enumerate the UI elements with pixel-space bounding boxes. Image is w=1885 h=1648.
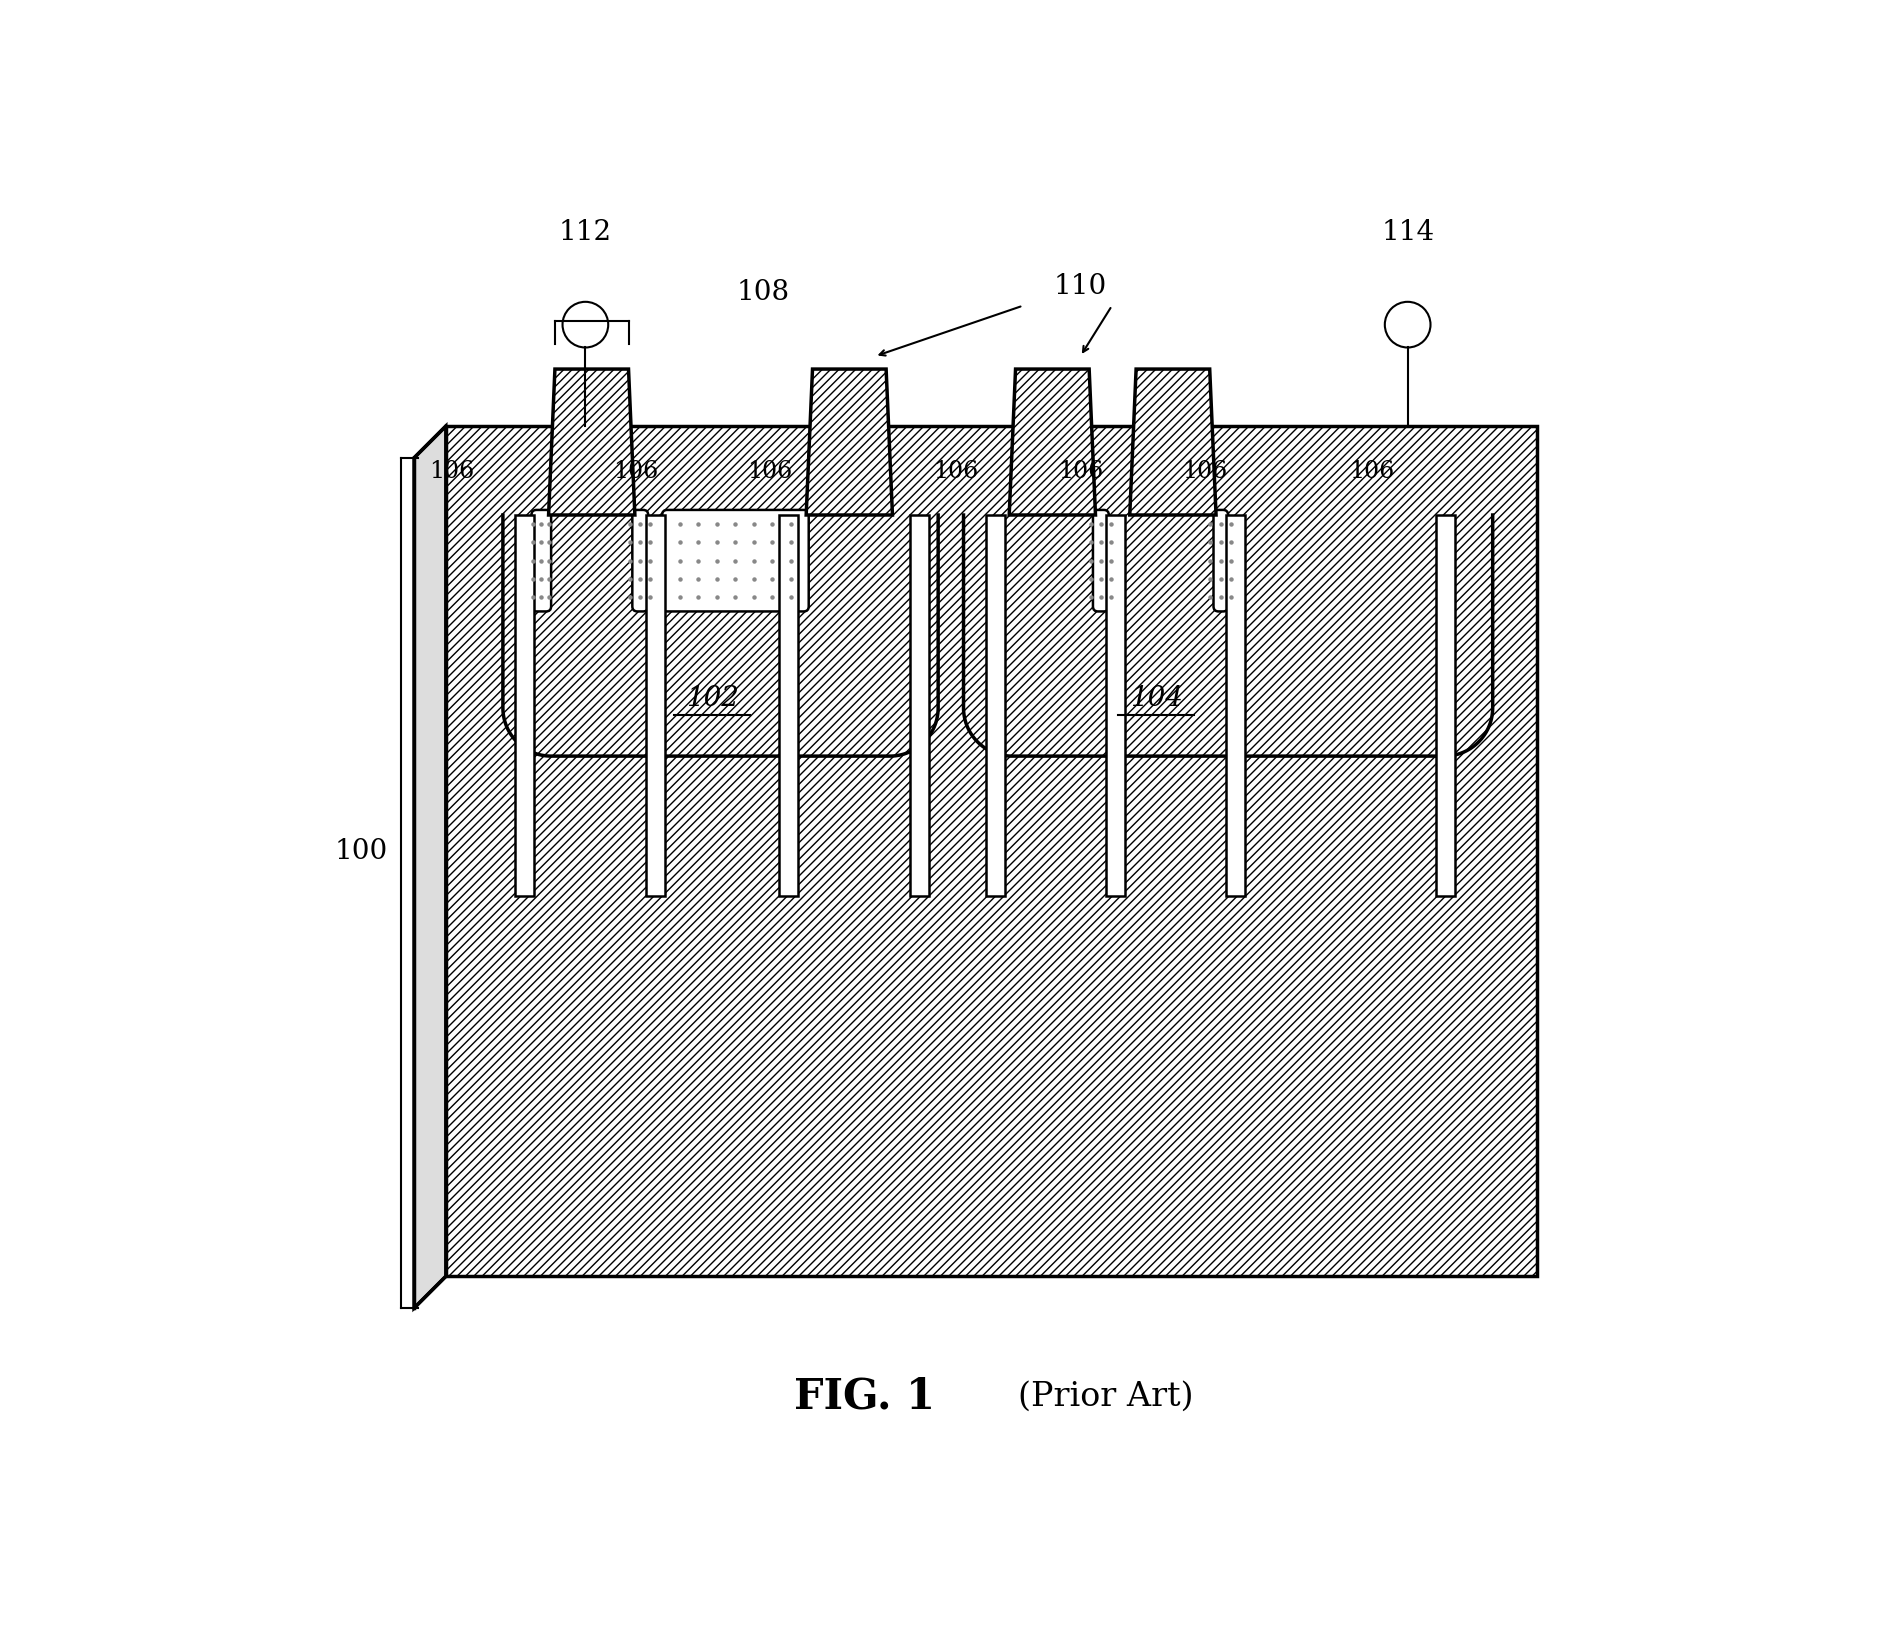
Text: 106: 106 — [1182, 460, 1227, 483]
FancyBboxPatch shape — [532, 509, 550, 611]
Text: 114: 114 — [1382, 219, 1434, 246]
Text: 106: 106 — [933, 460, 978, 483]
Text: 102: 102 — [686, 686, 739, 712]
Text: 106: 106 — [1350, 460, 1395, 483]
Bar — [910, 516, 929, 897]
Text: 106: 106 — [1057, 460, 1103, 483]
Text: 106: 106 — [613, 460, 658, 483]
Bar — [1225, 516, 1244, 897]
Bar — [445, 427, 1536, 1277]
Bar — [1436, 516, 1455, 897]
FancyBboxPatch shape — [631, 509, 648, 611]
FancyBboxPatch shape — [662, 509, 809, 611]
Polygon shape — [549, 369, 635, 516]
Bar — [779, 516, 797, 897]
Polygon shape — [807, 369, 892, 516]
Polygon shape — [1129, 369, 1216, 516]
Text: 110: 110 — [1054, 274, 1106, 300]
Bar — [986, 516, 1005, 897]
Polygon shape — [963, 516, 1493, 756]
Polygon shape — [415, 427, 445, 1309]
Polygon shape — [503, 516, 939, 756]
Text: (Prior Art): (Prior Art) — [1018, 1381, 1193, 1412]
Bar — [1106, 516, 1125, 897]
FancyBboxPatch shape — [1093, 509, 1108, 611]
Text: FIG. 1: FIG. 1 — [794, 1376, 935, 1417]
FancyBboxPatch shape — [1214, 509, 1229, 611]
Text: 100: 100 — [334, 837, 388, 865]
Text: 106: 106 — [430, 460, 475, 483]
Text: 112: 112 — [558, 219, 613, 246]
Text: 104: 104 — [1129, 686, 1184, 712]
Text: 108: 108 — [737, 280, 790, 307]
Bar — [515, 516, 533, 897]
Polygon shape — [1008, 369, 1095, 516]
Text: 106: 106 — [746, 460, 792, 483]
Bar — [647, 516, 665, 897]
